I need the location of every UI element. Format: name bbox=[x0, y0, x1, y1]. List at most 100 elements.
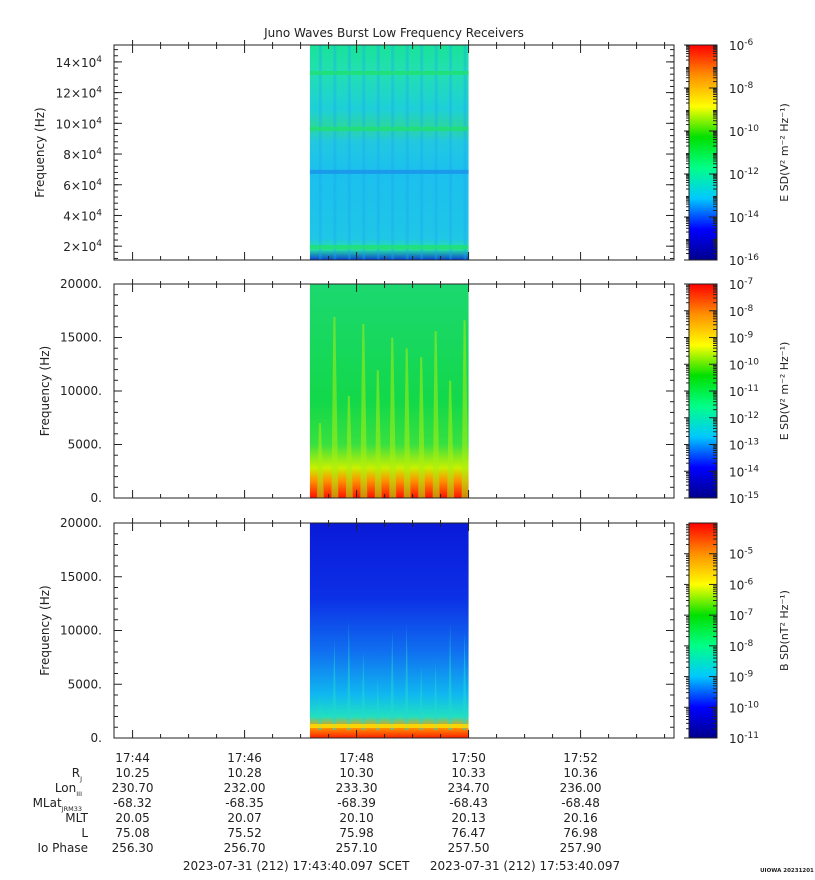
burst-streak bbox=[461, 320, 469, 498]
chart-title: Juno Waves Burst Low Frequency Receivers bbox=[263, 26, 524, 40]
ephemeris-label: L bbox=[81, 826, 88, 840]
spectrogram-2 bbox=[309, 284, 469, 498]
burst-streak bbox=[347, 45, 351, 260]
burst-streak bbox=[463, 45, 467, 260]
time-tick-label: 17:50 bbox=[451, 751, 486, 765]
ephemeris-value: 257.90 bbox=[560, 841, 602, 855]
colorbar-tick-label: 10-9 bbox=[729, 331, 754, 346]
burst-streak bbox=[418, 356, 426, 498]
burst-streak bbox=[432, 331, 440, 498]
y-tick-label: 20000. bbox=[60, 516, 102, 530]
burst-streak bbox=[361, 651, 366, 730]
ephemeris-value: 75.08 bbox=[115, 826, 149, 840]
y-axis-label: Frequency (Hz) bbox=[38, 585, 52, 676]
ephemeris-value: 257.10 bbox=[336, 841, 378, 855]
time-tick-label: 17:48 bbox=[339, 751, 374, 765]
y-tick-label: 10000. bbox=[60, 624, 102, 638]
colorbar-tick-label: 10-7 bbox=[729, 608, 753, 623]
ephemeris-value: 20.10 bbox=[339, 811, 373, 825]
ephemeris-value: 10.25 bbox=[115, 766, 149, 780]
ephemeris-value: 10.28 bbox=[227, 766, 261, 780]
spectrogram-fill bbox=[309, 523, 469, 738]
time-tick-label: 17:52 bbox=[563, 751, 598, 765]
ephemeris-value: 75.98 bbox=[339, 826, 373, 840]
spectrogram-1 bbox=[309, 45, 469, 260]
time-tick-label: 17:44 bbox=[115, 751, 150, 765]
burst-streak bbox=[375, 678, 380, 730]
ephemeris-table: 17:44 17:46 17:48 17:50 17:52 RJ 10.25 10.28 10.… bbox=[33, 751, 602, 855]
y-tick-label: 4×104 bbox=[63, 208, 102, 223]
ephemeris-label: MLatJRM33 bbox=[33, 796, 82, 813]
panels-group: 2×104 4×104 6×104 8×104 10×104 12×104 14×104 Fr… bbox=[33, 38, 791, 746]
ephemeris-value: 20.07 bbox=[227, 811, 261, 825]
colorbar-tick-label: 10-6 bbox=[729, 38, 754, 53]
colorbar-tick-label: 10-16 bbox=[729, 253, 759, 268]
colorbar bbox=[688, 522, 718, 739]
burst-streak bbox=[420, 45, 424, 260]
burst-streak bbox=[374, 370, 382, 498]
ephemeris-value: 20.05 bbox=[115, 811, 149, 825]
ephemeris-label: LonIII bbox=[55, 781, 82, 798]
y-tick-label: 15000. bbox=[60, 331, 102, 345]
colorbar-tick-label: 10-10 bbox=[729, 357, 759, 372]
ephemeris-value: -68.43 bbox=[449, 796, 488, 810]
ephemeris-value: 256.70 bbox=[224, 841, 266, 855]
ephemeris-value: 20.16 bbox=[563, 811, 597, 825]
ephemeris-label: Io Phase bbox=[37, 841, 88, 855]
burst-streak bbox=[389, 337, 397, 498]
ephemeris-value: 76.47 bbox=[451, 826, 485, 840]
burst-streak bbox=[403, 348, 411, 498]
colorbar-label: E SD(V² m⁻² Hz⁻¹) bbox=[778, 342, 791, 441]
ephemeris-value: 10.33 bbox=[451, 766, 485, 780]
colorbar-label: B SD(nT² Hz⁻¹) bbox=[778, 590, 791, 671]
ephemeris-value: 236.00 bbox=[560, 781, 602, 795]
y-tick-label: 5000. bbox=[68, 677, 102, 691]
burst-streak bbox=[462, 631, 467, 730]
burst-streak bbox=[316, 423, 324, 498]
burst-streak bbox=[362, 45, 366, 260]
emission-band bbox=[309, 245, 469, 250]
burst-streak bbox=[360, 324, 368, 498]
ephemeris-value: 234.70 bbox=[448, 781, 490, 795]
burst-streak bbox=[448, 622, 453, 730]
colorbar-tick-label: 10-5 bbox=[729, 547, 753, 562]
colorbar-tick-label: 10-8 bbox=[729, 81, 754, 96]
ephemeris-value: 230.70 bbox=[112, 781, 154, 795]
y-tick-label: 15000. bbox=[60, 570, 102, 584]
colorbar-tick-label: 10-11 bbox=[729, 384, 759, 399]
y-tick-label: 0. bbox=[91, 731, 102, 745]
y-tick-label: 0. bbox=[91, 491, 102, 505]
y-tick-label: 5000. bbox=[68, 438, 102, 452]
colorbar-tick-label: 10-15 bbox=[729, 491, 759, 506]
ephemeris-value: 256.30 bbox=[112, 841, 154, 855]
colorbar-tick-label: 10-6 bbox=[729, 577, 754, 592]
ephemeris-value: -68.35 bbox=[225, 796, 264, 810]
colorbar-tick-label: 10-12 bbox=[729, 411, 759, 426]
y-axis-label: Frequency (Hz) bbox=[38, 346, 52, 437]
burst-streak bbox=[346, 620, 351, 730]
colorbar-tick-label: 10-8 bbox=[729, 639, 754, 654]
colorbar-tick-label: 10-9 bbox=[729, 670, 754, 685]
time-tick-label: 17:46 bbox=[227, 751, 262, 765]
ephemeris-label: MLT bbox=[65, 811, 88, 825]
y-tick-label: 10×104 bbox=[56, 116, 103, 131]
burst-streak bbox=[449, 45, 453, 260]
burst-streak bbox=[433, 662, 438, 730]
emission-band bbox=[309, 70, 469, 75]
burst-streak bbox=[345, 395, 353, 498]
ephemeris-value: -68.39 bbox=[337, 796, 376, 810]
y-tick-label: 8×104 bbox=[63, 147, 102, 162]
burst-streak bbox=[390, 629, 395, 730]
ephemeris-value: 76.98 bbox=[563, 826, 597, 840]
y-tick-label: 10000. bbox=[60, 384, 102, 398]
ephemeris-value: 232.00 bbox=[224, 781, 266, 795]
y-tick-label: 14×104 bbox=[56, 55, 103, 70]
burst-streak bbox=[434, 45, 438, 260]
y-tick-label: 12×104 bbox=[56, 86, 103, 101]
burst-streak bbox=[391, 45, 395, 260]
colorbar-tick-label: 10-10 bbox=[729, 124, 759, 139]
footer-stamp: UIOWA 20231201 bbox=[760, 868, 814, 874]
colorbar-tick-label: 10-14 bbox=[729, 464, 759, 479]
ephemeris-value: 233.30 bbox=[336, 781, 378, 795]
